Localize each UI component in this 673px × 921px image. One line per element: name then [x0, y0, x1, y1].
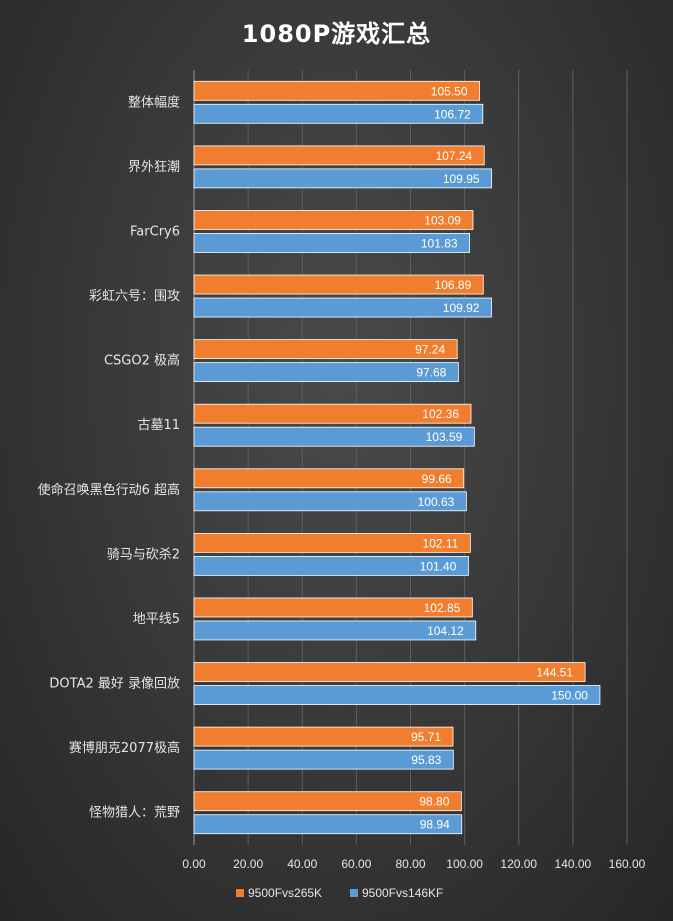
data-label: 98.80 — [419, 795, 449, 809]
data-label: 97.24 — [415, 343, 445, 357]
x-tick-label: 120.00 — [500, 857, 537, 871]
category-label: 使命召唤黑色行动6 超高 — [38, 482, 180, 498]
data-label: 100.63 — [418, 495, 455, 509]
data-label: 104.12 — [427, 624, 464, 638]
bar-series-1 — [193, 662, 586, 682]
bar-series-2 — [193, 555, 469, 576]
data-label: 95.71 — [411, 730, 441, 744]
data-label: 109.92 — [443, 301, 480, 315]
x-tick-label: 20.00 — [233, 857, 263, 871]
category-label: DOTA2 最好 录像回放 — [49, 677, 180, 692]
category-label: 界外狂潮 — [128, 160, 180, 175]
x-tick-label: 100.00 — [446, 857, 483, 871]
bar-series-1 — [193, 726, 454, 747]
legend-swatch — [350, 889, 358, 897]
legend-label: 9500Fvs265K — [248, 886, 322, 900]
category-label: 彩虹六号：围攻 — [89, 289, 180, 304]
bar-series-2 — [193, 103, 484, 124]
legend-swatch — [236, 889, 244, 897]
x-tick-label: 160.00 — [609, 857, 646, 871]
bar-series-2 — [193, 426, 475, 447]
legend-label: 9500Fvs146KF — [362, 886, 443, 900]
x-tick-label: 80.00 — [395, 857, 425, 871]
category-label: FarCry6 — [130, 224, 180, 239]
bar-series-2 — [193, 620, 477, 641]
data-label: 99.66 — [422, 472, 452, 486]
category-label: 古墓11 — [137, 418, 180, 433]
bar-series-2 — [193, 168, 492, 189]
data-label: 150.00 — [551, 689, 588, 703]
category-label: 怪物猎人：荒野 — [89, 806, 180, 821]
x-tick-label: 140.00 — [555, 857, 592, 871]
bar-series-2 — [193, 814, 463, 835]
bar-series-1 — [193, 468, 465, 489]
data-label: 97.68 — [416, 366, 446, 380]
data-label: 103.59 — [426, 430, 463, 444]
data-label: 107.24 — [436, 149, 473, 163]
data-label: 106.72 — [434, 107, 471, 121]
data-label: 144.51 — [536, 666, 573, 680]
data-label: 102.11 — [423, 536, 459, 550]
data-label: 105.50 — [431, 84, 468, 98]
bar-series-2 — [193, 685, 601, 705]
bar-series-1 — [193, 403, 472, 424]
x-tick-label: 40.00 — [287, 857, 317, 871]
data-label: 106.89 — [435, 278, 472, 292]
bar-series-1 — [193, 597, 473, 618]
bar-series-2 — [193, 362, 459, 383]
bar-series-2 — [193, 491, 467, 512]
category-label: CSGO2 极高 — [104, 353, 180, 369]
data-label: 103.09 — [424, 213, 461, 227]
bar-series-1 — [193, 80, 480, 101]
bar-series-2 — [193, 297, 492, 318]
bar-series-1 — [193, 532, 471, 553]
bar-series-2 — [193, 233, 470, 253]
x-tick-label: 0.00 — [182, 857, 206, 871]
data-label: 101.40 — [420, 559, 457, 573]
data-label: 101.83 — [421, 236, 458, 250]
category-label: 地平线5 — [133, 612, 180, 627]
bar-series-1 — [193, 274, 484, 295]
data-label: 102.36 — [422, 407, 459, 421]
x-tick-label: 60.00 — [341, 857, 371, 871]
bar-series-1 — [193, 210, 474, 230]
data-label: 109.95 — [443, 172, 480, 186]
data-label: 95.83 — [411, 753, 441, 767]
bar-series-2 — [193, 749, 454, 770]
chart-title: 1080P游戏汇总 — [241, 20, 432, 48]
category-label: 骑马与砍杀2 — [107, 547, 180, 562]
bar-series-1 — [193, 145, 485, 166]
bar-series-1 — [193, 339, 458, 360]
data-label: 98.94 — [420, 818, 450, 832]
category-label: 整体幅度 — [128, 94, 180, 110]
data-label: 102.85 — [424, 601, 461, 615]
category-label: 赛博朋克2077极高 — [69, 740, 180, 756]
bar-series-1 — [193, 791, 462, 812]
